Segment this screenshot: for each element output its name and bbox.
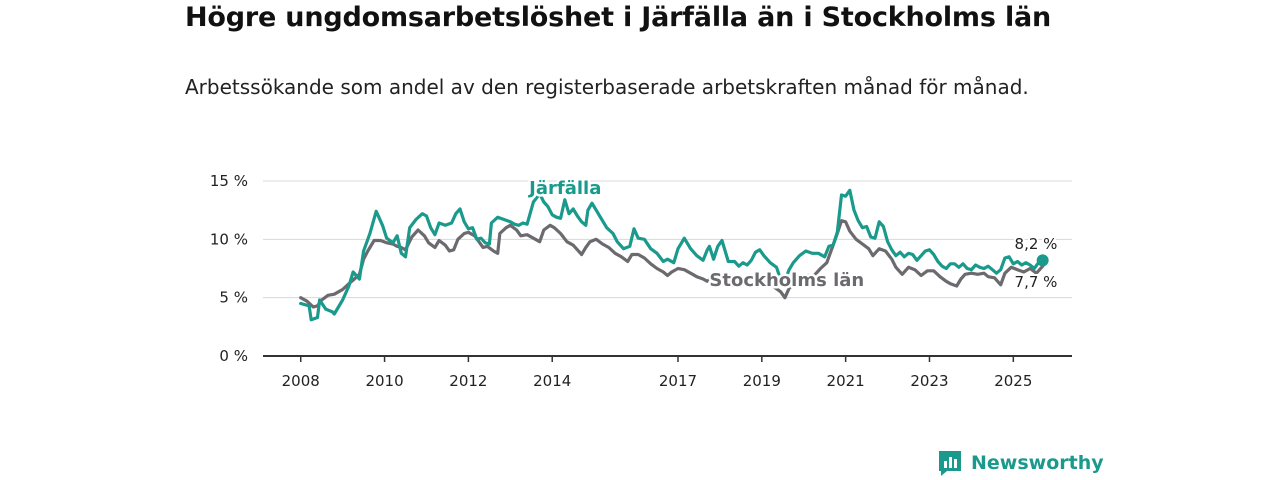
x-tick-label: 2014 xyxy=(533,372,571,390)
x-tick-label: 2010 xyxy=(365,372,403,390)
line-chart: 0 %5 %10 %15 % 2008 2010 2012 2014 2017 2019 2… xyxy=(210,172,1072,390)
y-axis-ticks: 0 % 5 % 10 % 15 % xyxy=(210,172,248,365)
x-axis-ticks: 2008 2010 2012 2014 2017 2019 2021 2023 2025 xyxy=(282,356,1032,390)
newsworthy-brand[interactable]: Newsworthy xyxy=(937,449,1104,477)
y-tick-label: 10 % xyxy=(210,230,248,248)
x-tick-label: 2019 xyxy=(743,372,781,390)
y-tick-label: 15 % xyxy=(210,172,248,190)
brand-name: Newsworthy xyxy=(971,452,1104,474)
series-label-stockholms-lan: Stockholms län xyxy=(709,270,864,291)
x-tick-label: 2012 xyxy=(449,372,487,390)
end-value-label-jarfalla: 8,2 % xyxy=(1015,235,1058,253)
series-lines xyxy=(299,188,1049,322)
series-line-jarfalla xyxy=(299,188,1045,322)
chart-title: Högre ungdomsarbetslöshet i Järfälla än … xyxy=(185,2,1052,33)
series-line-stockholms-lan xyxy=(299,219,1045,309)
x-tick-label: 2008 xyxy=(282,372,320,390)
series-labels: Järfälla Stockholms län 8,2 % 7,7 % xyxy=(525,176,1060,294)
grid-lines xyxy=(263,180,1072,357)
x-tick-label: 2021 xyxy=(827,372,865,390)
y-tick-label: 5 % xyxy=(219,289,248,307)
x-tick-label: 2023 xyxy=(910,372,948,390)
end-value-label-stockholms-lan: 7,7 % xyxy=(1015,273,1058,291)
x-tick-label: 2017 xyxy=(659,372,697,390)
newsworthy-logo-icon xyxy=(939,451,961,476)
series-label-jarfalla: Järfälla xyxy=(527,178,601,199)
x-tick-label: 2025 xyxy=(994,372,1032,390)
y-tick-label: 0 % xyxy=(219,347,248,365)
chart-subtitle: Arbetssökande som andel av den registerb… xyxy=(185,75,1029,99)
end-point-marker-jarfalla xyxy=(1036,254,1049,267)
